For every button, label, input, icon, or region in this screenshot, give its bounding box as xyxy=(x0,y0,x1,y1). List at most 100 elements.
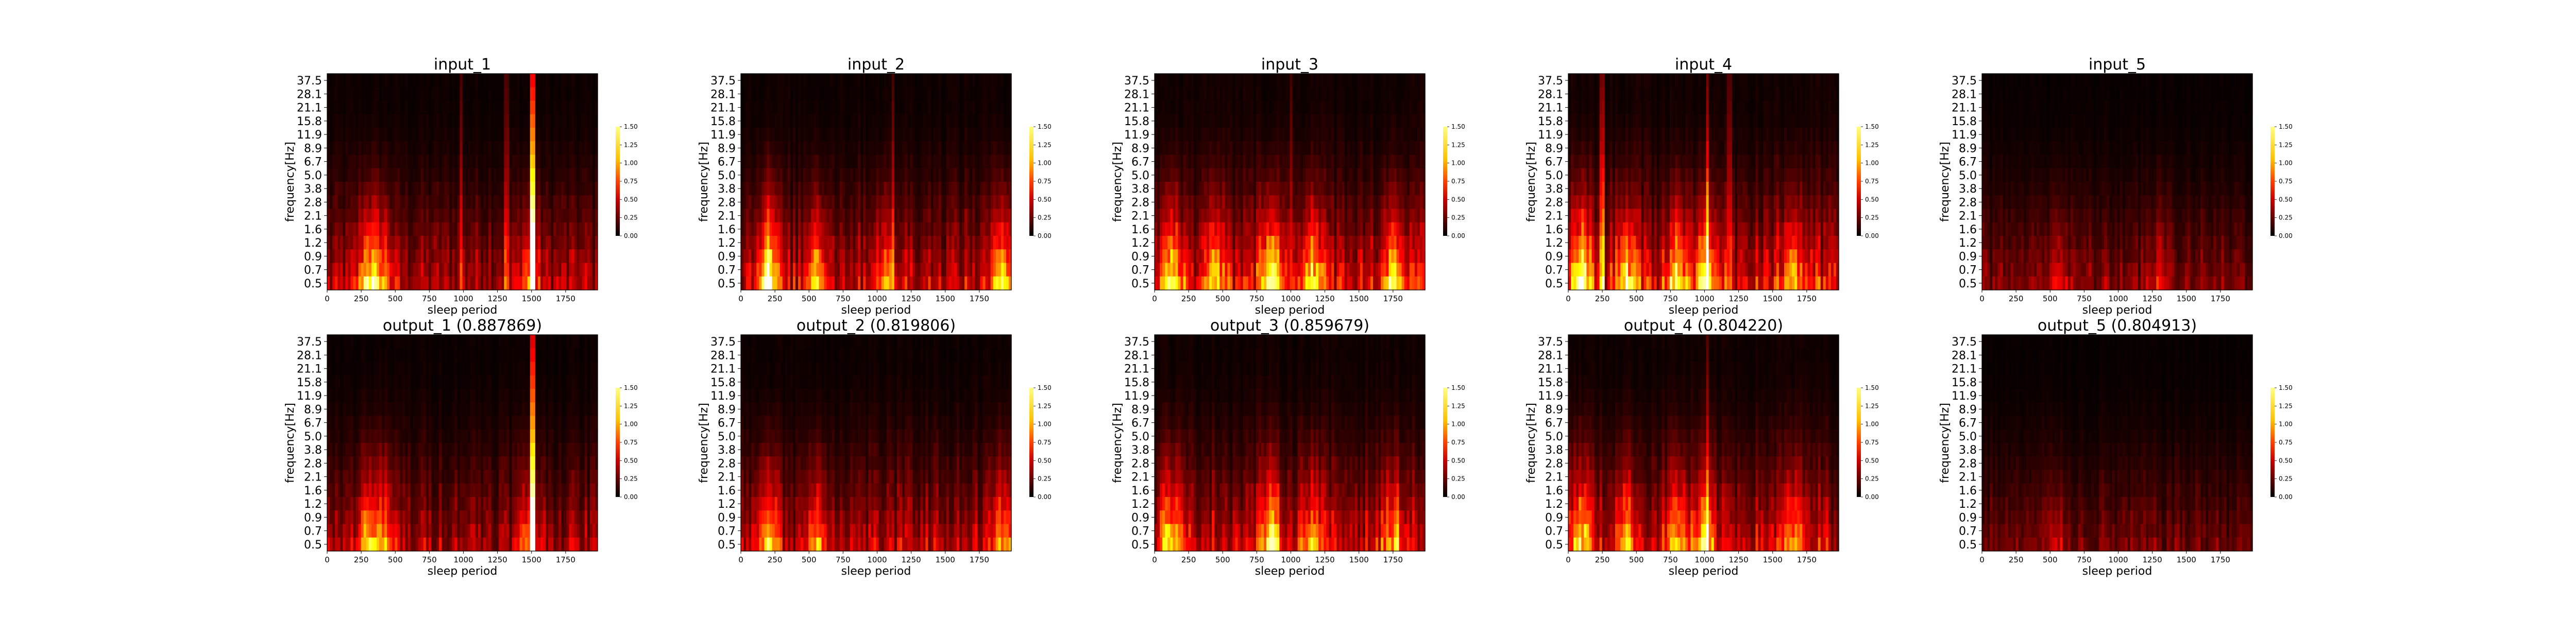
heatmap-cell xyxy=(1222,182,1225,196)
heatmap-cell xyxy=(1256,87,1259,101)
heatmap-cell xyxy=(1321,168,1324,182)
heatmap-cell xyxy=(1310,249,1314,264)
heatmap-cell xyxy=(1178,114,1181,128)
heatmap-cell xyxy=(561,87,564,101)
heatmap-cell xyxy=(844,128,848,142)
heatmap-cell xyxy=(816,249,820,264)
heatmap-cell xyxy=(546,87,549,101)
heatmap-cell xyxy=(530,114,533,128)
heatmap-cell xyxy=(345,141,348,156)
heatmap-cell xyxy=(1253,141,1257,156)
heatmap-cell xyxy=(530,100,533,115)
heatmap-cell xyxy=(1336,209,1340,223)
heatmap-cell xyxy=(480,141,484,156)
heatmap-cell xyxy=(1318,168,1321,182)
heatmap-cell xyxy=(501,182,504,196)
heatmap-cell xyxy=(1308,141,1311,156)
heatmap-cell xyxy=(829,263,833,277)
heatmap-cell xyxy=(1391,236,1395,250)
heatmap-cell xyxy=(1388,236,1392,250)
heatmap-cell xyxy=(1006,114,1009,128)
heatmap-cell xyxy=(387,263,390,277)
heatmap-cell xyxy=(587,168,590,182)
heatmap-cell xyxy=(1006,141,1009,156)
heatmap-cell xyxy=(1170,222,1173,236)
y-tick-label: 5.0 xyxy=(718,169,736,182)
heatmap-cell xyxy=(1321,141,1324,156)
heatmap-cell xyxy=(925,236,929,250)
heatmap-cell xyxy=(1248,100,1251,115)
heatmap-cell xyxy=(946,100,950,115)
heatmap-cell xyxy=(1217,168,1220,182)
heatmap-cell xyxy=(801,222,804,236)
heatmap-cell xyxy=(574,100,578,115)
heatmap-cell xyxy=(1290,114,1293,128)
heatmap-cell xyxy=(584,249,588,264)
heatmap-cell xyxy=(798,222,801,236)
heatmap-cell xyxy=(1401,236,1405,250)
heatmap-cell xyxy=(361,249,364,264)
heatmap-cell xyxy=(1183,236,1187,250)
heatmap-cell xyxy=(860,141,863,156)
heatmap-cell xyxy=(1201,154,1205,169)
heatmap-cell xyxy=(1170,195,1173,210)
heatmap-cell xyxy=(803,249,806,264)
heatmap-cell xyxy=(397,236,400,250)
heatmap-cell xyxy=(964,182,968,196)
heatmap-cell xyxy=(1414,74,1418,88)
heatmap-cell xyxy=(480,100,484,115)
heatmap-cell xyxy=(962,276,965,290)
heatmap-cell xyxy=(1342,168,1345,182)
heatmap-cell xyxy=(1198,168,1202,182)
heatmap-cell xyxy=(941,87,944,101)
heatmap-cell xyxy=(1422,114,1426,128)
heatmap-cell xyxy=(540,141,544,156)
heatmap-cell xyxy=(470,222,473,236)
heatmap-cell xyxy=(1399,141,1402,156)
heatmap-cell xyxy=(376,195,380,210)
heatmap-cell xyxy=(569,182,572,196)
heatmap-cell xyxy=(1310,74,1314,88)
heatmap-cell xyxy=(1349,236,1353,250)
heatmap-cell xyxy=(1170,141,1173,156)
heatmap-cell xyxy=(923,182,926,196)
heatmap-cell xyxy=(764,209,768,223)
heatmap-cell xyxy=(808,236,811,250)
heatmap-cell xyxy=(491,249,494,264)
heatmap-cell xyxy=(1412,128,1415,142)
heatmap-cell xyxy=(1326,263,1329,277)
heatmap-cell xyxy=(959,249,962,264)
y-tick-label: 11.9 xyxy=(710,129,736,142)
heatmap-cell xyxy=(335,263,338,277)
heatmap-cell xyxy=(774,249,778,264)
heatmap-cell xyxy=(769,154,773,169)
heatmap-cell xyxy=(792,168,796,182)
heatmap-cell xyxy=(899,100,903,115)
heatmap-cell xyxy=(402,74,406,88)
heatmap-cell xyxy=(858,100,861,115)
heatmap-cell xyxy=(821,128,825,142)
heatmap-cell xyxy=(1378,128,1381,142)
heatmap-cell xyxy=(1277,128,1280,142)
heatmap-cell xyxy=(1282,100,1285,115)
heatmap-cell xyxy=(905,249,908,264)
heatmap-cell xyxy=(1178,182,1181,196)
heatmap-cell xyxy=(1336,182,1340,196)
heatmap-cell xyxy=(337,276,341,290)
heatmap-cell xyxy=(1204,100,1207,115)
heatmap-cell xyxy=(1175,209,1179,223)
heatmap-cell xyxy=(1230,263,1233,277)
heatmap-cell xyxy=(1008,114,1012,128)
heatmap-cell xyxy=(1409,195,1413,210)
heatmap-cell xyxy=(374,74,377,88)
heatmap-cell xyxy=(801,114,804,128)
heatmap-cell xyxy=(941,182,944,196)
heatmap-cell xyxy=(452,154,455,169)
heatmap-cell xyxy=(1001,114,1004,128)
heatmap-cell xyxy=(1297,222,1301,236)
heatmap-cell xyxy=(1274,195,1277,210)
heatmap-cell xyxy=(1196,141,1199,156)
heatmap-cell xyxy=(384,114,387,128)
heatmap-cell xyxy=(1302,236,1306,250)
heatmap-cell xyxy=(483,128,486,142)
